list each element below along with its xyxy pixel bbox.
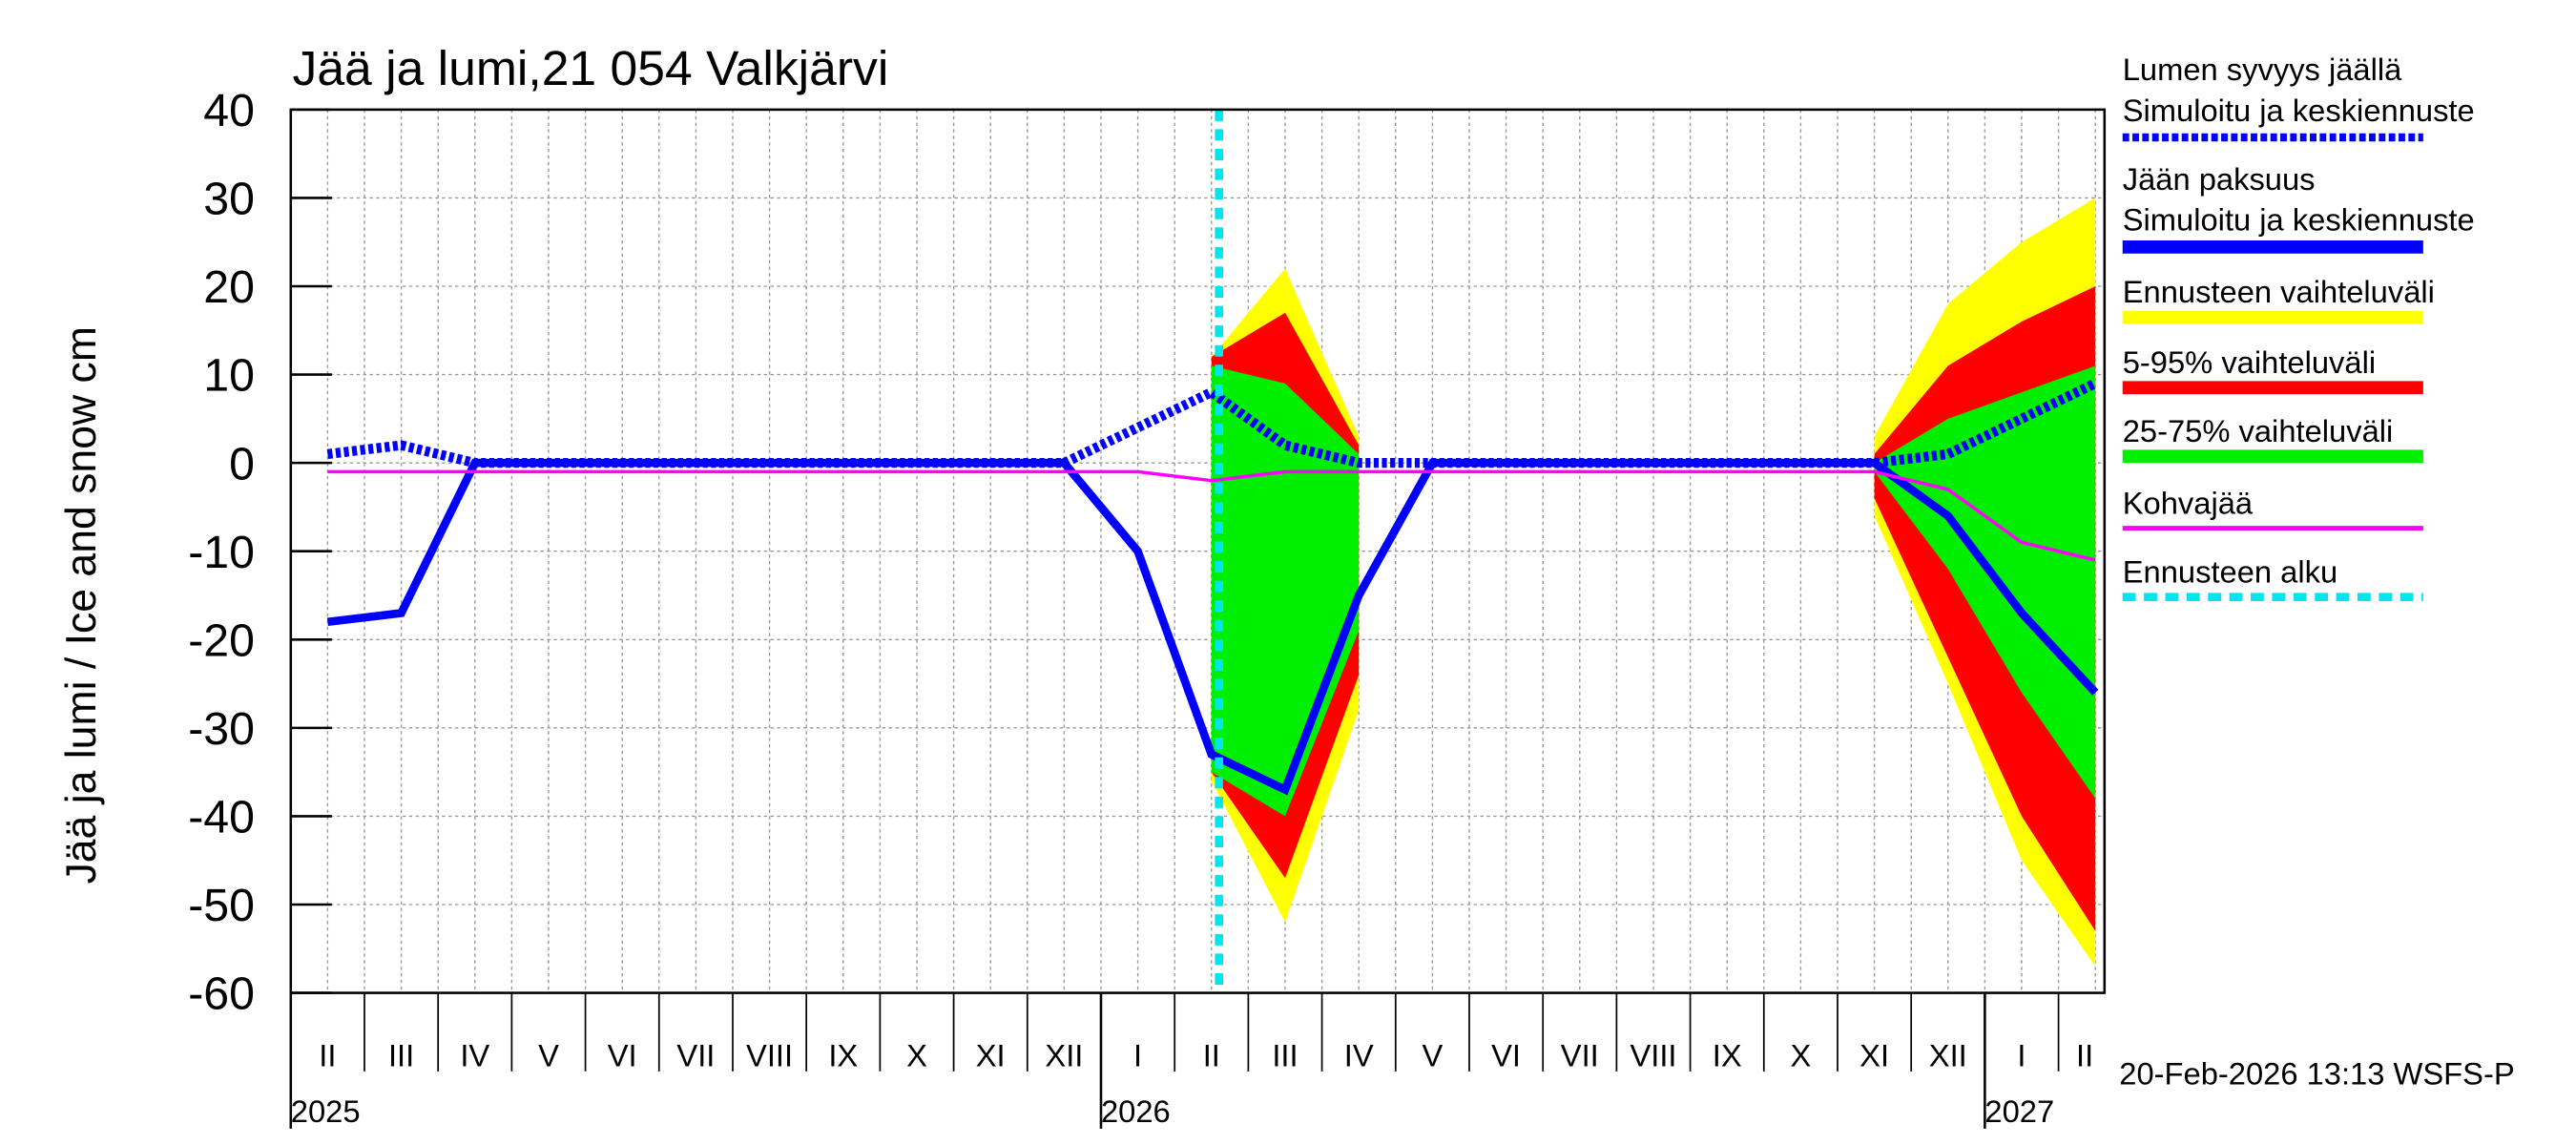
legend-label: Ennusteen alku [2123, 553, 2337, 589]
x-tick-label: VIII [1630, 1038, 1676, 1073]
y-tick-label: -30 [188, 703, 255, 755]
legend-sublabel: Simuloitu ja keskiennuste [2123, 202, 2475, 238]
year-label: 2027 [1984, 1093, 2054, 1129]
x-tick-label: IV [460, 1038, 489, 1073]
legend-label: Lumen syvyys jäällä [2123, 52, 2402, 87]
y-tick-label: -20 [188, 615, 255, 667]
year-label: 2026 [1101, 1093, 1171, 1129]
chart-title: Jää ja lumi,21 054 Valkjärvi [293, 40, 889, 95]
y-tick-label: -10 [188, 527, 255, 578]
x-tick-label: IV [1344, 1038, 1374, 1073]
x-tick-label: V [1422, 1038, 1443, 1073]
x-tick-label: III [1272, 1038, 1298, 1073]
legend-label: Kohvajää [2123, 485, 2254, 520]
y-axis-label: Jää ja lumi / Ice and snow cm [58, 326, 105, 884]
y-tick-label: 10 [203, 350, 255, 402]
x-tick-label: VII [676, 1038, 715, 1073]
y-tick-label: 0 [229, 438, 255, 489]
year-label: 2025 [291, 1093, 361, 1129]
legend-label: 5-95% vaihteluväli [2123, 344, 2376, 380]
series-line [327, 469, 2096, 562]
y-tick-label: 20 [203, 261, 255, 313]
plot-frame [289, 108, 2107, 994]
x-tick-label: VIII [746, 1038, 793, 1073]
x-tick-label: II [1203, 1038, 1220, 1073]
y-tick-label: 40 [203, 85, 255, 136]
band-area [1874, 365, 2096, 799]
x-tick-label: IX [1713, 1038, 1742, 1073]
footer: 20-Feb-2026 13:13 WSFS-P [2119, 1056, 2514, 1092]
x-tick-label: XI [976, 1038, 1006, 1073]
x-tick-label: XII [1929, 1038, 1967, 1073]
x-tick-label: VI [1491, 1038, 1521, 1073]
x-tick-label: XII [1045, 1038, 1083, 1073]
x-tick-label: VII [1561, 1038, 1599, 1073]
x-tick-label: XI [1859, 1038, 1889, 1073]
y-tick-label: -60 [188, 968, 255, 1020]
series-line [326, 458, 2099, 796]
x-tick-label: II [319, 1038, 336, 1073]
x-tick-label: II [2076, 1038, 2093, 1073]
x-tick-label: X [906, 1038, 927, 1073]
x-tick-label: I [2017, 1038, 2025, 1073]
legend-sublabel: Simuloitu ja keskiennuste [2123, 93, 2475, 128]
y-tick-label: -40 [188, 792, 255, 843]
x-tick-label: IX [828, 1038, 858, 1073]
x-tick-label: V [538, 1038, 559, 1073]
legend-label: Ennusteen vaihteluväli [2123, 274, 2435, 309]
x-tick-label: X [1790, 1038, 1811, 1073]
y-tick-label: 30 [203, 174, 255, 225]
y-tick-label: -50 [188, 880, 255, 931]
x-tick-label: VI [608, 1038, 637, 1073]
legend-label: Jään paksuus [2123, 161, 2316, 197]
x-tick-label: III [388, 1038, 414, 1073]
x-tick-label: I [1133, 1038, 1142, 1073]
legend-label: 25-75% vaihteluväli [2123, 413, 2394, 448]
